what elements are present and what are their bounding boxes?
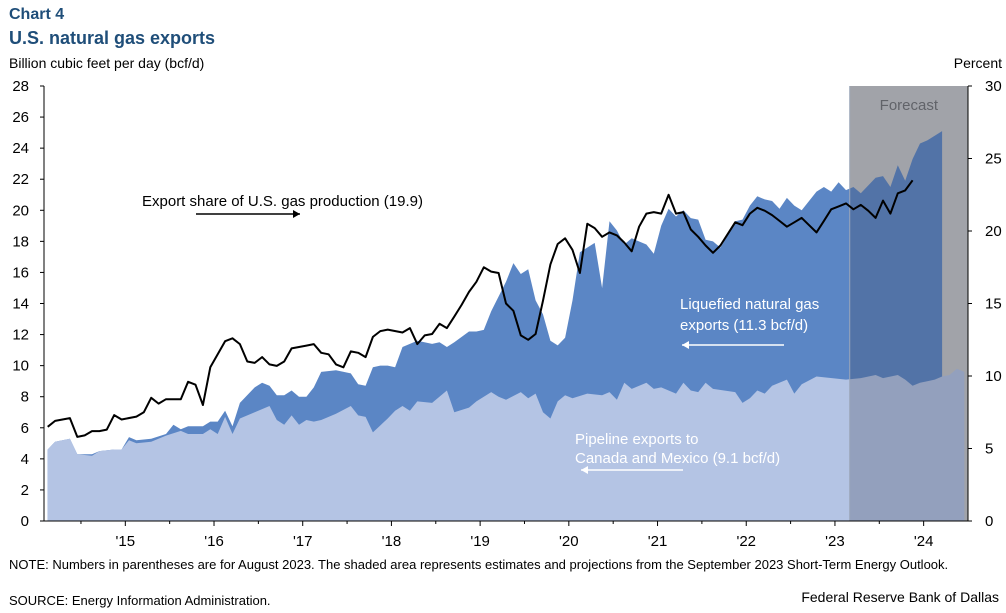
left-tick-label: 12 [12, 327, 29, 344]
export-share-line [47, 179, 914, 438]
left-tick-label: 8 [21, 389, 29, 406]
right-tick-label: 15 [985, 296, 1002, 313]
right-tick-label: 20 [985, 223, 1002, 240]
pipeline-annotation-line2: Canada and Mexico (9.1 bcf/d) [575, 450, 780, 467]
lng-annotation-line2: exports (11.3 bcf/d) [680, 317, 808, 334]
area-series [47, 131, 965, 521]
axes: 0246810121416182022242628051015202530'15… [12, 78, 1001, 550]
left-tick-label: 0 [21, 513, 29, 530]
x-tick-label: '16 [204, 533, 224, 550]
chart-number: Chart 4 [9, 6, 65, 23]
x-tick-label: '24 [914, 533, 934, 550]
left-tick-label: 10 [12, 358, 29, 375]
x-tick-label: '20 [559, 533, 579, 550]
right-tick-label: 0 [985, 513, 993, 530]
left-axis-unit: Billion cubic feet per day (bcf/d) [9, 55, 205, 71]
left-tick-label: 6 [21, 420, 29, 437]
x-tick-label: '23 [825, 533, 845, 550]
right-tick-label: 25 [985, 151, 1002, 168]
left-tick-label: 28 [12, 78, 29, 95]
right-tick-label: 5 [985, 441, 993, 458]
pipeline-exports-area [47, 368, 965, 521]
x-tick-label: '21 [648, 533, 668, 550]
left-tick-label: 20 [12, 202, 29, 219]
x-tick-label: '18 [382, 533, 402, 550]
right-tick-label: 10 [985, 368, 1002, 385]
share-annotation-arrow-head [293, 210, 300, 218]
left-tick-label: 24 [12, 140, 29, 157]
lng-annotation-arrow-head [682, 341, 689, 349]
left-tick-label: 14 [12, 296, 29, 313]
left-tick-label: 22 [12, 171, 29, 188]
pipeline-annotation-line1: Pipeline exports to [575, 431, 698, 448]
pipeline-annotation-arrow-head [581, 466, 588, 474]
chart-title: U.S. natural gas exports [9, 28, 216, 48]
x-tick-label: '22 [736, 533, 756, 550]
forecast-label: Forecast [880, 97, 939, 114]
right-axis-unit: Percent [953, 55, 1002, 71]
annotations: Export share of U.S. gas production (19.… [142, 193, 819, 474]
left-tick-label: 2 [21, 482, 29, 499]
chart-source: SOURCE: Energy Information Administratio… [9, 593, 271, 608]
forecast-overlay [849, 86, 968, 521]
x-tick-label: '15 [116, 533, 136, 550]
left-tick-label: 18 [12, 233, 29, 250]
forecast-overlay-rect [849, 86, 968, 521]
x-tick-label: '19 [470, 533, 490, 550]
chart-note: NOTE: Numbers in parentheses are for Aug… [9, 557, 949, 572]
x-tick-label: '17 [293, 533, 313, 550]
left-tick-label: 4 [21, 451, 29, 468]
share-line [47, 179, 914, 438]
right-tick-label: 30 [985, 78, 1002, 95]
share-annotation: Export share of U.S. gas production (19.… [142, 193, 423, 210]
chart-credit: Federal Reserve Bank of Dallas [801, 589, 999, 605]
left-tick-label: 16 [12, 264, 29, 281]
lng-annotation-line1: Liquefied natural gas [680, 296, 819, 313]
left-tick-label: 26 [12, 109, 29, 126]
